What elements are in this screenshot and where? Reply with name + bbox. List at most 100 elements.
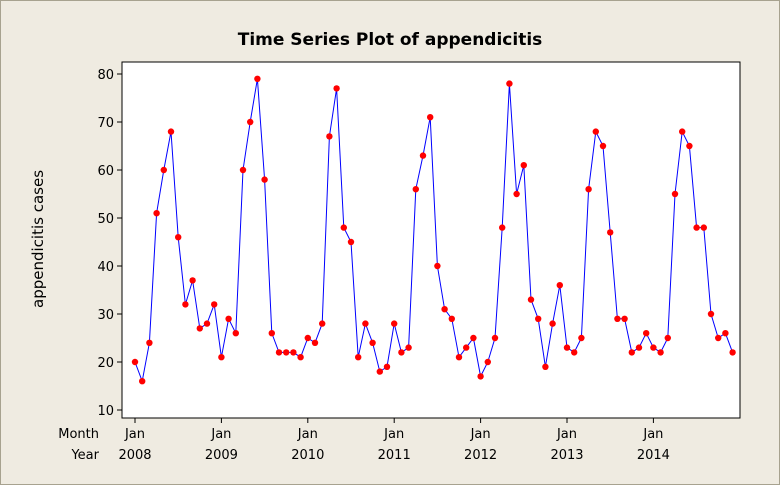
x-axis: Jan 2008 Jan 2009 Jan 2010 Jan 2011 Jan 2012 Jan 20… xyxy=(118,418,670,463)
data-point xyxy=(412,186,419,193)
x-tick-label-year: 2014 xyxy=(637,448,670,463)
y-tick-label: 80 xyxy=(97,68,114,83)
data-point xyxy=(506,80,513,87)
x-tick-label-year: 2013 xyxy=(550,448,583,463)
data-point xyxy=(391,320,398,327)
data-point xyxy=(484,358,491,366)
data-point xyxy=(383,363,391,370)
data-point xyxy=(261,176,268,183)
data-point xyxy=(715,334,722,342)
data-point xyxy=(693,224,700,231)
data-point xyxy=(196,325,203,332)
data-point xyxy=(491,334,499,342)
data-point xyxy=(434,262,441,270)
data-point xyxy=(290,349,297,356)
data-point xyxy=(470,334,477,342)
data-point xyxy=(347,238,355,246)
y-tick-label: 50 xyxy=(97,212,114,227)
data-point xyxy=(664,334,671,342)
data-point xyxy=(628,349,635,356)
data-point xyxy=(333,85,340,92)
data-point xyxy=(621,315,628,322)
y-tick-label: 70 xyxy=(97,116,114,131)
y-axis: 10 20 30 40 50 60 70 80 xyxy=(97,68,122,419)
data-point xyxy=(686,142,693,150)
data-point xyxy=(643,330,650,337)
data-point xyxy=(376,368,383,375)
data-point xyxy=(247,118,254,126)
x-tick-label-year: 2009 xyxy=(205,448,238,463)
data-point xyxy=(239,166,247,174)
data-point xyxy=(578,334,585,342)
data-point xyxy=(448,315,455,322)
x-tick-label-year: 2011 xyxy=(378,448,411,463)
data-point xyxy=(254,75,261,83)
data-point xyxy=(427,114,434,121)
data-point xyxy=(225,315,232,322)
data-point xyxy=(369,339,376,346)
data-point xyxy=(607,229,614,236)
x-tick-label-year: 2008 xyxy=(118,448,151,463)
y-tick-label: 20 xyxy=(97,356,114,371)
data-point xyxy=(167,128,175,135)
data-point xyxy=(722,330,729,337)
data-point xyxy=(520,162,527,169)
data-point xyxy=(585,186,592,193)
data-point xyxy=(563,344,571,351)
y-tick-label: 40 xyxy=(97,260,114,275)
data-point xyxy=(571,349,578,356)
data-point xyxy=(657,349,664,356)
data-point xyxy=(671,190,679,198)
y-tick-label: 60 xyxy=(97,164,114,179)
data-point xyxy=(635,344,643,351)
data-point xyxy=(311,339,319,346)
data-point xyxy=(304,334,311,342)
data-point xyxy=(707,310,715,318)
data-point xyxy=(283,349,290,356)
data-point xyxy=(549,320,556,327)
y-tick-label: 10 xyxy=(97,404,114,419)
data-point xyxy=(211,301,218,308)
x-tick-label-month: Jan xyxy=(210,427,231,442)
data-point xyxy=(455,354,463,361)
data-point xyxy=(477,373,484,380)
data-point xyxy=(160,166,167,174)
data-point xyxy=(326,133,333,140)
data-point xyxy=(319,320,326,327)
data-point xyxy=(232,330,239,337)
data-point xyxy=(527,296,535,303)
x-tick-label-year: 2010 xyxy=(291,448,324,463)
data-point xyxy=(729,349,736,356)
data-point xyxy=(218,354,225,361)
data-point xyxy=(153,210,160,217)
data-point xyxy=(614,315,621,322)
data-point xyxy=(189,277,196,284)
data-point xyxy=(175,234,182,241)
series-appendicitis xyxy=(131,75,736,385)
plot-area xyxy=(121,61,741,419)
data-point xyxy=(275,349,283,356)
x-tick-label-month: Jan xyxy=(470,427,491,442)
data-point xyxy=(146,339,153,346)
data-point xyxy=(268,330,275,337)
data-point xyxy=(419,152,427,159)
data-point xyxy=(405,344,412,351)
data-point xyxy=(542,363,549,370)
data-point xyxy=(203,320,211,327)
y-tick-label: 30 xyxy=(97,308,114,323)
data-point xyxy=(592,128,599,135)
data-point xyxy=(297,354,304,361)
data-point xyxy=(556,282,563,289)
data-point xyxy=(679,128,686,135)
data-point xyxy=(362,320,369,327)
x-tick-label-month: Jan xyxy=(556,427,577,442)
data-point xyxy=(398,349,405,356)
data-point xyxy=(340,224,347,231)
y-axis-label: appendicitis cases xyxy=(29,170,47,308)
x-row-label-month: Month xyxy=(58,427,99,442)
data-point xyxy=(463,344,470,351)
data-point xyxy=(513,190,520,198)
data-point xyxy=(441,306,448,313)
